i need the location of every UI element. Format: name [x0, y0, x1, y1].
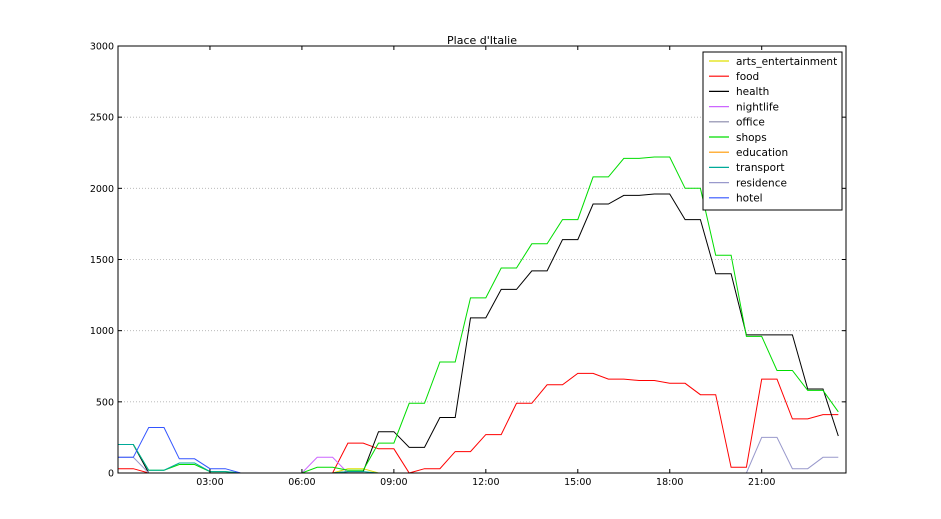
legend-label: hotel: [736, 193, 763, 205]
series-line-food: [118, 372, 839, 474]
y-tick-label: 3000: [90, 42, 114, 53]
legend-box: [702, 51, 843, 211]
series-line-health: [118, 193, 839, 474]
legend-label: nightlife: [736, 101, 779, 113]
y-tick-label: 1500: [90, 255, 114, 266]
x-axis: 03:00 06:00 09:00 12:00 15:00 18:00 21:00: [196, 46, 775, 488]
x-tick-label: 15:00: [564, 477, 591, 488]
x-tick-label: 12:00: [472, 477, 499, 488]
y-tick-label: 1000: [90, 326, 114, 337]
x-tick-label: 21:00: [748, 477, 775, 488]
x-tick-label: 18:00: [656, 477, 683, 488]
chart-title: Place d'Italie: [447, 34, 517, 47]
y-tick-label: 2000: [90, 184, 114, 195]
legend-label: health: [736, 86, 769, 98]
y-axis: 0 500 1000 1500 2000 2500 3000: [90, 42, 846, 480]
y-tick-label: 2500: [90, 113, 114, 124]
legend-label: education: [736, 147, 788, 159]
x-tick-label: 06:00: [288, 477, 315, 488]
legend-label: arts_entertainment: [736, 56, 837, 68]
legend-label: office: [736, 117, 765, 129]
legend-label: residence: [736, 177, 787, 189]
legend-label: food: [736, 71, 759, 83]
x-tick-label: 09:00: [380, 477, 407, 488]
y-tick-label: 0: [108, 469, 114, 480]
series-line-hotel: [118, 427, 839, 474]
legend-label: transport: [736, 162, 785, 174]
y-tick-label: 500: [96, 397, 114, 408]
x-tick-label: 03:00: [196, 477, 223, 488]
legend-label: shops: [736, 132, 767, 144]
